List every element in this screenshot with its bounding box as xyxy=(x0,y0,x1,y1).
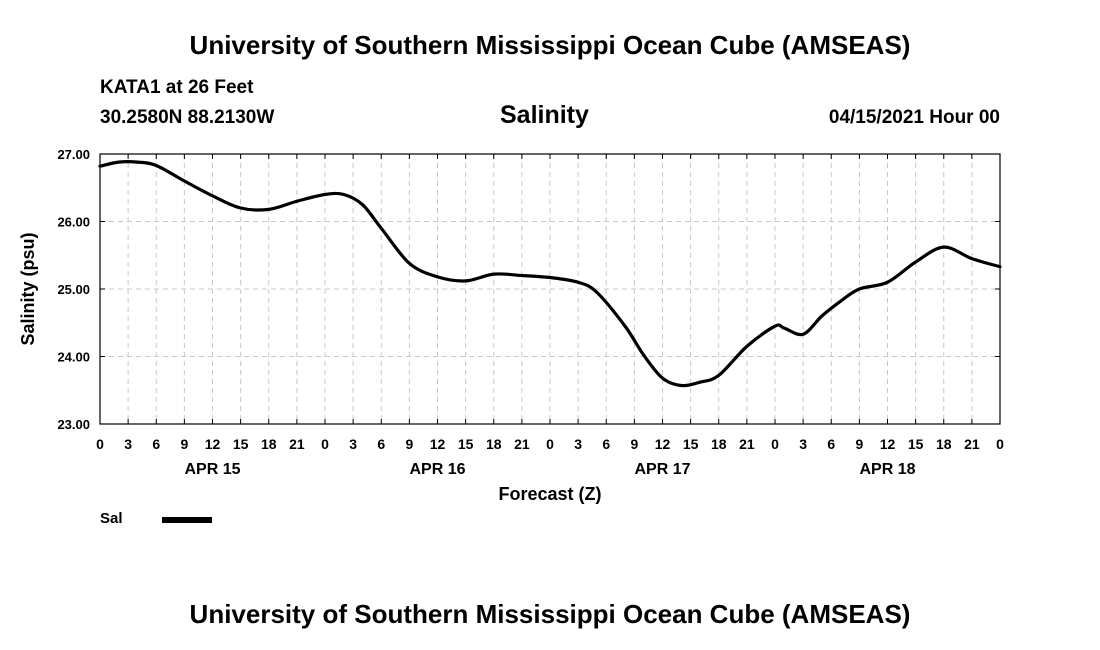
x-tick-label: 21 xyxy=(289,436,305,452)
x-tick-label: 3 xyxy=(574,436,582,452)
station-label: KATA1 at 26 Feet xyxy=(100,77,254,98)
x-tick-label: 9 xyxy=(855,436,863,452)
y-axis-label: Salinity (psu) xyxy=(18,232,38,345)
x-tick-label: 18 xyxy=(936,436,952,452)
x-tick-label: 12 xyxy=(655,436,671,452)
variable-title: Salinity xyxy=(500,101,589,129)
x-tick-label: 3 xyxy=(349,436,357,452)
x-tick-label: 9 xyxy=(405,436,413,452)
station-coords: 30.2580N 88.2130W xyxy=(100,107,275,128)
x-tick-label: 18 xyxy=(711,436,727,452)
page-title-top: University of Southern Mississippi Ocean… xyxy=(189,30,911,60)
x-tick-label: 15 xyxy=(233,436,249,452)
x-tick-label: 0 xyxy=(771,436,779,452)
x-day-label: APR 16 xyxy=(409,461,465,478)
x-tick-label: 0 xyxy=(546,436,554,452)
y-tick-label: 25.00 xyxy=(57,282,90,297)
x-tick-label: 21 xyxy=(739,436,755,452)
x-tick-label: 12 xyxy=(430,436,446,452)
y-tick-label: 23.00 xyxy=(57,417,90,432)
x-tick-label: 0 xyxy=(996,436,1004,452)
page-title-bottom: University of Southern Mississippi Ocean… xyxy=(189,599,911,629)
x-tick-label: 6 xyxy=(152,436,160,452)
x-tick-label: 3 xyxy=(799,436,807,452)
x-tick-label: 12 xyxy=(880,436,896,452)
x-tick-label: 21 xyxy=(514,436,530,452)
forecast-date: 04/15/2021 Hour 00 xyxy=(828,107,1000,128)
x-axis-label: Forecast (Z) xyxy=(498,484,601,504)
x-day-label: APR 18 xyxy=(859,461,915,478)
x-tick-label: 15 xyxy=(908,436,924,452)
x-day-label: APR 15 xyxy=(184,461,240,478)
x-tick-label: 0 xyxy=(321,436,329,452)
x-tick-label: 21 xyxy=(964,436,980,452)
y-tick-label: 24.00 xyxy=(57,350,90,365)
x-tick-label: 18 xyxy=(261,436,277,452)
x-day-label: APR 17 xyxy=(634,461,690,478)
y-tick-label: 27.00 xyxy=(57,147,90,162)
x-tick-label: 0 xyxy=(96,436,104,452)
x-tick-label: 15 xyxy=(683,436,699,452)
x-tick-label: 6 xyxy=(377,436,385,452)
x-tick-label: 6 xyxy=(602,436,610,452)
x-tick-label: 9 xyxy=(630,436,638,452)
x-tick-label: 3 xyxy=(124,436,132,452)
y-tick-label: 26.00 xyxy=(57,215,90,230)
x-tick-label: 9 xyxy=(180,436,188,452)
x-tick-label: 12 xyxy=(205,436,221,452)
x-tick-label: 6 xyxy=(827,436,835,452)
legend-line-swatch xyxy=(162,517,212,523)
x-tick-label: 18 xyxy=(486,436,502,452)
legend-label: Sal xyxy=(100,510,123,527)
x-tick-label: 15 xyxy=(458,436,474,452)
